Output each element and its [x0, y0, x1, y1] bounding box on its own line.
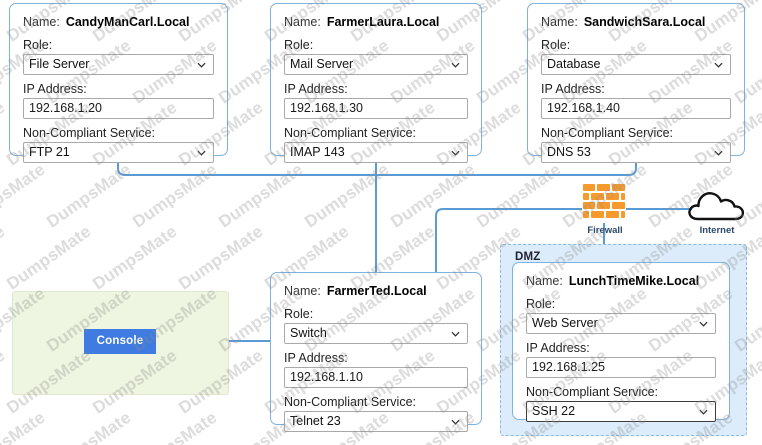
role-select[interactable]: Switch	[284, 323, 468, 344]
dmz-zone-label: DMZ	[515, 251, 541, 263]
node-card-sandwichsara: Name: SandwichSara.Local Role: Database I…	[527, 3, 745, 163]
node-name-value: FarmerTed.Local	[326, 284, 427, 298]
name-label: Name:	[284, 284, 321, 298]
role-select[interactable]: Database	[541, 54, 731, 75]
role-label: Role:	[541, 38, 571, 52]
name-label: Name:	[526, 274, 563, 288]
role-value: Switch	[290, 326, 327, 340]
name-label: Name:	[284, 15, 321, 29]
node-name-row: Name: SandwichSara.Local	[541, 15, 731, 29]
node-name-row: Name: FarmerTed.Local	[284, 284, 468, 298]
chevron-down-icon	[197, 62, 206, 68]
ip-label: IP Address:	[541, 82, 605, 96]
service-select[interactable]: Telnet 23	[284, 411, 468, 432]
role-label: Role:	[526, 297, 556, 311]
node-card-candymancarl: Name: CandyManCarl.Local Role: File Serve…	[9, 3, 228, 163]
service-value: Telnet 23	[290, 414, 341, 428]
role-value: Web Server	[532, 316, 598, 330]
node-name-value: SandwichSara.Local	[583, 15, 706, 29]
name-label: Name:	[23, 15, 60, 29]
node-name-row: Name: LunchTimeMike.Local	[526, 274, 716, 288]
ip-label: IP Address:	[284, 351, 348, 365]
node-name-value: CandyManCarl.Local	[65, 15, 190, 29]
service-value: DNS 53	[547, 145, 591, 159]
role-label: Role:	[284, 307, 314, 321]
role-value: Database	[547, 57, 601, 71]
node-card-farmerted: Name: FarmerTed.Local Role: Switch IP Add…	[270, 272, 482, 432]
service-label: Non-Compliant Service:	[23, 126, 155, 140]
role-select[interactable]: Mail Server	[284, 54, 468, 75]
chevron-down-icon	[699, 321, 708, 327]
chevron-down-icon	[714, 62, 723, 68]
firewall-label: Firewall	[587, 225, 623, 236]
ip-input[interactable]: 192.168.1.30	[284, 98, 468, 119]
firewall-icon	[583, 184, 625, 218]
role-label: Role:	[23, 38, 53, 52]
ip-input[interactable]: 192.168.1.20	[23, 98, 214, 119]
service-value: IMAP 143	[290, 145, 345, 159]
console-button[interactable]: Console	[84, 329, 156, 354]
role-select[interactable]: Web Server	[526, 313, 716, 334]
chevron-down-icon	[699, 409, 708, 415]
chevron-down-icon	[197, 150, 206, 156]
node-name-row: Name: CandyManCarl.Local	[23, 15, 214, 29]
node-name-value: LunchTimeMike.Local	[568, 274, 700, 288]
ip-input[interactable]: 192.168.1.25	[526, 357, 716, 378]
chevron-down-icon	[451, 150, 460, 156]
role-value: Mail Server	[290, 57, 354, 71]
node-name-row: Name: FarmerLaura.Local	[284, 15, 468, 29]
service-label: Non-Compliant Service:	[284, 395, 416, 409]
ip-label: IP Address:	[284, 82, 348, 96]
chevron-down-icon	[451, 419, 460, 425]
internet-label: Internet	[699, 225, 735, 236]
service-label: Non-Compliant Service:	[541, 126, 673, 140]
ip-input[interactable]: 192.168.1.10	[284, 367, 468, 388]
service-select[interactable]: IMAP 143	[284, 142, 468, 163]
service-label: Non-Compliant Service:	[526, 385, 658, 399]
role-label: Role:	[284, 38, 314, 52]
node-card-lunchtimemike: Name: LunchTimeMike.Local Role: Web Serve…	[512, 262, 730, 422]
ip-label: IP Address:	[526, 341, 590, 355]
node-card-farmerlaura: Name: FarmerLaura.Local Role: Mail Server…	[270, 3, 482, 163]
chevron-down-icon	[451, 62, 460, 68]
service-select[interactable]: SSH 22	[526, 401, 716, 422]
internet-cloud-icon	[688, 192, 745, 221]
ip-label: IP Address:	[23, 82, 87, 96]
name-label: Name:	[541, 15, 578, 29]
node-name-value: FarmerLaura.Local	[326, 15, 440, 29]
service-select[interactable]: DNS 53	[541, 142, 731, 163]
chevron-down-icon	[451, 331, 460, 337]
role-select[interactable]: File Server	[23, 54, 214, 75]
service-select[interactable]: FTP 21	[23, 142, 214, 163]
service-value: SSH 22	[532, 404, 576, 418]
ip-input[interactable]: 192.168.1.40	[541, 98, 731, 119]
chevron-down-icon	[714, 150, 723, 156]
service-value: FTP 21	[29, 145, 70, 159]
service-label: Non-Compliant Service:	[284, 126, 416, 140]
role-value: File Server	[29, 57, 90, 71]
